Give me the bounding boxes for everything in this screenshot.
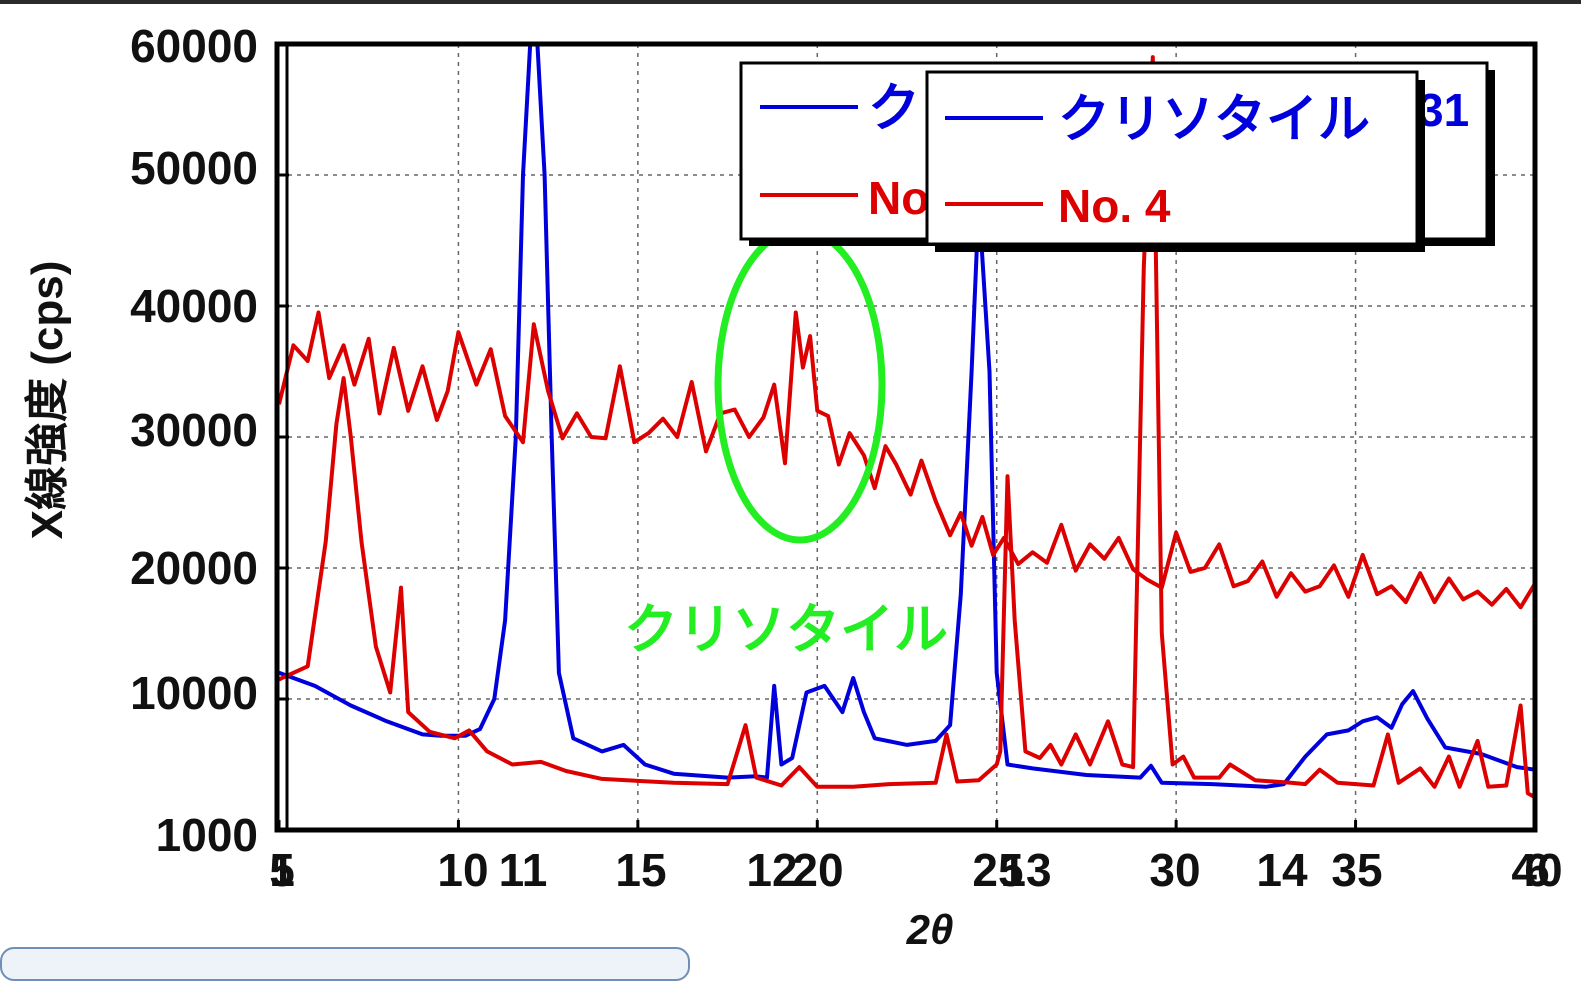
x-tick-label: 30 xyxy=(1149,844,1200,896)
x-axis-title: 2θ xyxy=(906,906,954,953)
y-tick-label: 10000 xyxy=(130,667,258,719)
legend-label-no4: No. 4 xyxy=(1058,180,1171,232)
x-tick-label: 25 xyxy=(972,844,1023,896)
x-tick-label: 5 xyxy=(269,844,295,896)
series-line-chrysotile xyxy=(278,42,1536,789)
x-tick-label: 10 xyxy=(437,844,488,896)
y-axis-title: X線強度 (cps) xyxy=(23,261,72,540)
x-tick-label-overlap: 13 xyxy=(1000,844,1051,896)
legend-front: クリソタイル No. 4 xyxy=(925,70,1425,252)
annotation-label: クリソタイル xyxy=(624,600,948,660)
x-tick-label-overlap: 12 xyxy=(746,844,797,896)
plot-frame xyxy=(274,41,1538,833)
y-tick-label: 1000 xyxy=(156,809,258,861)
y-tick-label: 50000 xyxy=(130,142,258,194)
legend-back-fragment: 31 xyxy=(1418,84,1469,136)
x-tick-label-overlap: 1 xyxy=(269,844,295,896)
series-lines xyxy=(277,42,1537,800)
y-tick-label-overlap: 20000 xyxy=(130,542,258,594)
legend-front-box xyxy=(925,70,1419,246)
y-tick-label: 30000 xyxy=(130,404,258,456)
series-line-no4-upper xyxy=(277,310,1537,610)
x-tick-label: 20 xyxy=(792,844,843,896)
series-line-no4 xyxy=(278,55,1536,800)
top-border xyxy=(0,0,1581,4)
x-tick-label: 40 xyxy=(1511,844,1562,896)
y-tick-label-overlap: 60000 xyxy=(130,20,258,72)
x-tick-label-overlap: 14 xyxy=(1256,844,1308,896)
xrd-chart: 1000 10000 30000 50000 20000 40000 60000… xyxy=(23,20,1563,953)
y-tick-label-overlap: 40000 xyxy=(130,280,258,332)
axis-ticks xyxy=(277,173,1537,830)
x-tick-label-overlap: 6 xyxy=(1524,844,1550,896)
x-tick-label-overlap: 11 xyxy=(499,844,548,896)
x-tick-label: 35 xyxy=(1331,844,1382,896)
legend-label-chrysotile: クリソタイル xyxy=(1058,91,1370,149)
bottom-panel xyxy=(0,947,690,981)
x-tick-label: 15 xyxy=(615,844,666,896)
